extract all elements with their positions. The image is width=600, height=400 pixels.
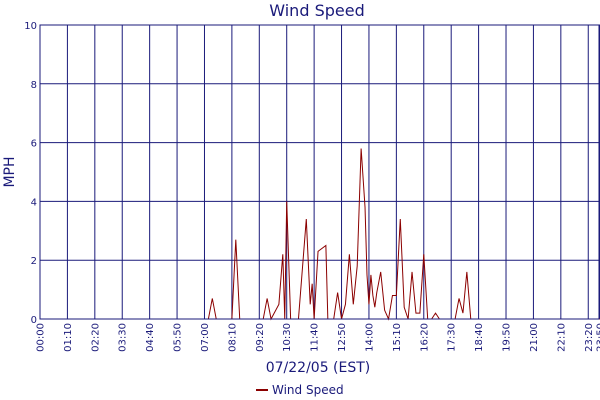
x-tick-label: 02:20 — [90, 323, 101, 352]
x-tick-label: 16:20 — [419, 323, 430, 352]
x-axis-label: 07/22/05 (EST) — [266, 360, 371, 376]
x-tick-label: 17:30 — [447, 323, 458, 352]
legend-label-wind-speed: Wind Speed — [272, 383, 344, 397]
x-tick-label: 04:40 — [145, 323, 156, 352]
y-axis-label: MPH — [2, 156, 18, 187]
x-axis-ticks: 00:00 01:10 02:20 03:30 04:40 05:50 07:00 08:10… — [36, 323, 600, 352]
y-tick-label: 2 — [31, 256, 37, 267]
legend: Wind Speed — [256, 383, 344, 397]
x-tick-label: 18:40 — [474, 323, 485, 352]
x-tick-label: 08:10 — [227, 323, 238, 352]
x-tick-label: 23:20 — [584, 323, 595, 352]
y-axis-ticks: 0 2 4 6 8 10 — [24, 21, 37, 326]
x-tick-label: 09:20 — [255, 323, 266, 352]
y-tick-label: 10 — [24, 21, 37, 32]
x-tick-label: 03:30 — [118, 323, 129, 352]
y-tick-label: 0 — [31, 315, 37, 326]
x-tick-label: 23:50 — [596, 323, 600, 352]
x-tick-label: 21:00 — [529, 323, 540, 352]
x-tick-label: 14:00 — [364, 323, 375, 352]
x-tick-label: 05:50 — [173, 323, 184, 352]
x-tick-label: 19:50 — [502, 323, 513, 352]
x-tick-label: 00:00 — [36, 323, 47, 352]
x-tick-label: 22:10 — [556, 323, 567, 352]
chart-title: Wind Speed — [269, 1, 364, 20]
y-tick-label: 8 — [31, 80, 37, 91]
x-tick-label: 10:30 — [282, 323, 293, 352]
x-tick-label: 12:50 — [337, 323, 348, 352]
series-line-wind-speed — [40, 148, 600, 321]
y-tick-label: 6 — [31, 139, 37, 150]
plot-frame — [39, 24, 600, 320]
grid-lines — [39, 24, 600, 320]
x-tick-label: 15:10 — [392, 323, 403, 352]
x-tick-label: 11:40 — [310, 323, 321, 352]
x-tick-label: 07:00 — [200, 323, 211, 352]
y-tick-label: 4 — [31, 197, 37, 208]
x-tick-label: 01:10 — [63, 323, 74, 352]
